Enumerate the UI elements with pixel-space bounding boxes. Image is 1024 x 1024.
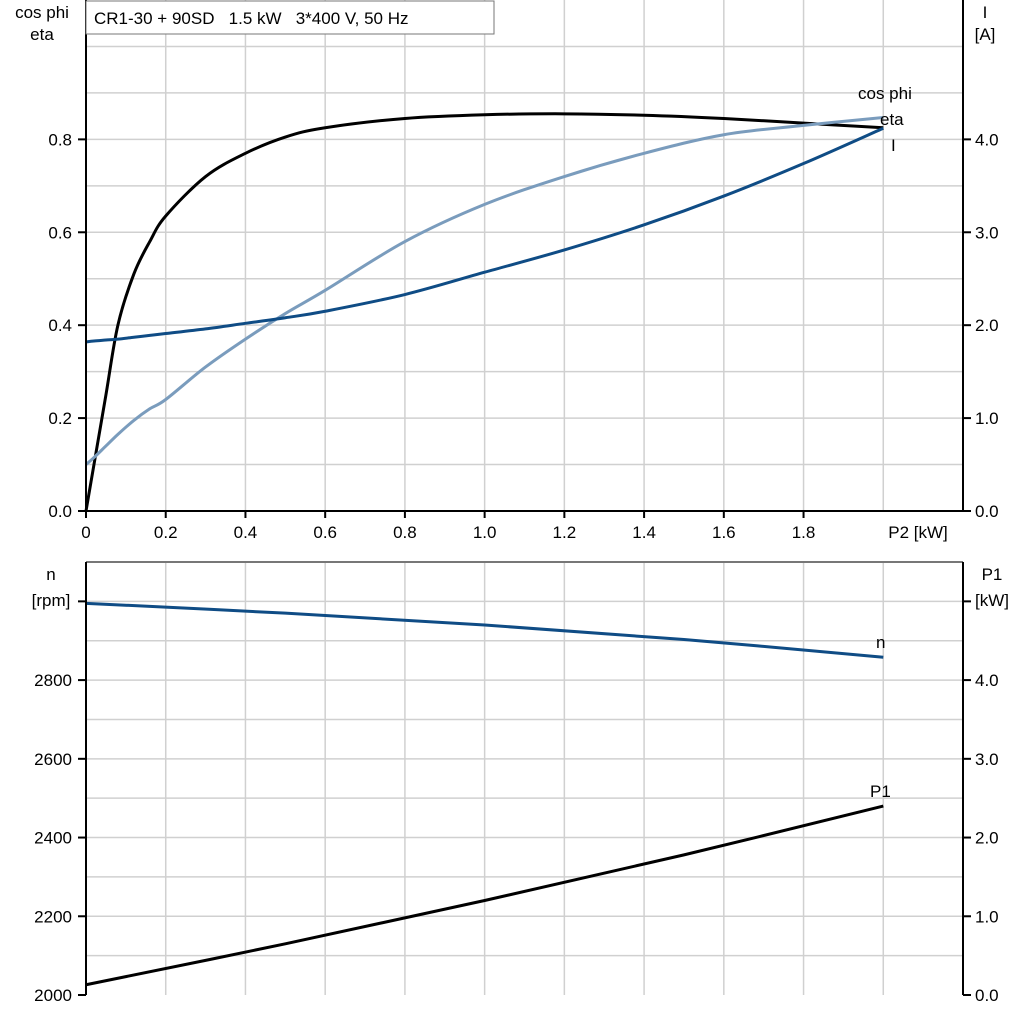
right-tick-label: 4.0 [975, 671, 999, 690]
series-line-p1 [85, 804, 884, 987]
chart-title-box: CR1-30 + 90SD 1.5 kW 3*400 V, 50 Hz [85, 0, 495, 35]
top-left-axis-label-1: cos phi [15, 3, 69, 22]
left-tick-label: 2400 [34, 829, 72, 848]
x-tick-label: 1.8 [792, 523, 816, 542]
x-tick-label: 0 [81, 523, 90, 542]
x-tick-label: 0.6 [313, 523, 337, 542]
right-tick-label: 3.0 [975, 223, 999, 242]
left-tick-label: 0.4 [48, 316, 72, 335]
right-tick-label: 0.0 [975, 502, 999, 521]
left-tick-label: 0.8 [48, 130, 72, 149]
left-tick-label: 0.2 [48, 409, 72, 428]
right-tick-label: 4.0 [975, 130, 999, 149]
x-tick-label: 1.6 [712, 523, 736, 542]
x-tick-label: 0.8 [393, 523, 417, 542]
bottom-right-axis-label-2: [kW] [975, 591, 1009, 610]
chart-title: CR1-30 + 90SD 1.5 kW 3*400 V, 50 Hz [94, 9, 409, 28]
x-axis-label: P2 [kW] [888, 523, 948, 542]
axes: 0.0 0.2 0.4 0.6 0.8 0.0 1.0 2.0 3.0 4.0 0 0.2 0.4 0.6… [34, 0, 999, 1005]
right-tick-label: 0.0 [975, 986, 999, 1005]
series-label-cos-phi: cos phi [858, 84, 912, 103]
series-label-p1: P1 [870, 782, 891, 801]
series-line-eta [84, 112, 884, 512]
top-plot-grid [86, 0, 963, 511]
series-label-i: I [891, 136, 896, 155]
left-tick-label: 2000 [34, 986, 72, 1005]
x-tick-label: 1.2 [553, 523, 577, 542]
top-right-axis-label-1: I [983, 3, 988, 22]
series-label-eta: eta [880, 110, 904, 129]
x-tick-label: 1.0 [473, 523, 497, 542]
top-right-axis-label-2: [A] [975, 25, 996, 44]
bottom-left-axis-label-2: [rpm] [32, 591, 71, 610]
right-tick-label: 3.0 [975, 750, 999, 769]
top-left-axis-label-2: eta [30, 25, 54, 44]
series-line-i [85, 126, 884, 344]
series-line-cos-phi [85, 116, 884, 466]
left-tick-label: 2800 [34, 671, 72, 690]
x-tick-label: 0.2 [154, 523, 178, 542]
left-tick-label: 2200 [34, 907, 72, 926]
bottom-left-axis-label-1: n [46, 565, 55, 584]
x-tick-label: 0.4 [234, 523, 258, 542]
series-label-n: n [876, 633, 885, 652]
left-tick-label: 0.6 [48, 223, 72, 242]
left-tick-label: 2600 [34, 750, 72, 769]
right-tick-label: 2.0 [975, 829, 999, 848]
right-tick-label: 1.0 [975, 907, 999, 926]
x-tick-label: 1.4 [632, 523, 656, 542]
bottom-right-axis-label-1: P1 [982, 565, 1003, 584]
series-line-n [85, 601, 884, 659]
series-lines [84, 112, 884, 987]
right-tick-label: 1.0 [975, 409, 999, 428]
right-tick-label: 2.0 [975, 316, 999, 335]
left-tick-label: 0.0 [48, 502, 72, 521]
